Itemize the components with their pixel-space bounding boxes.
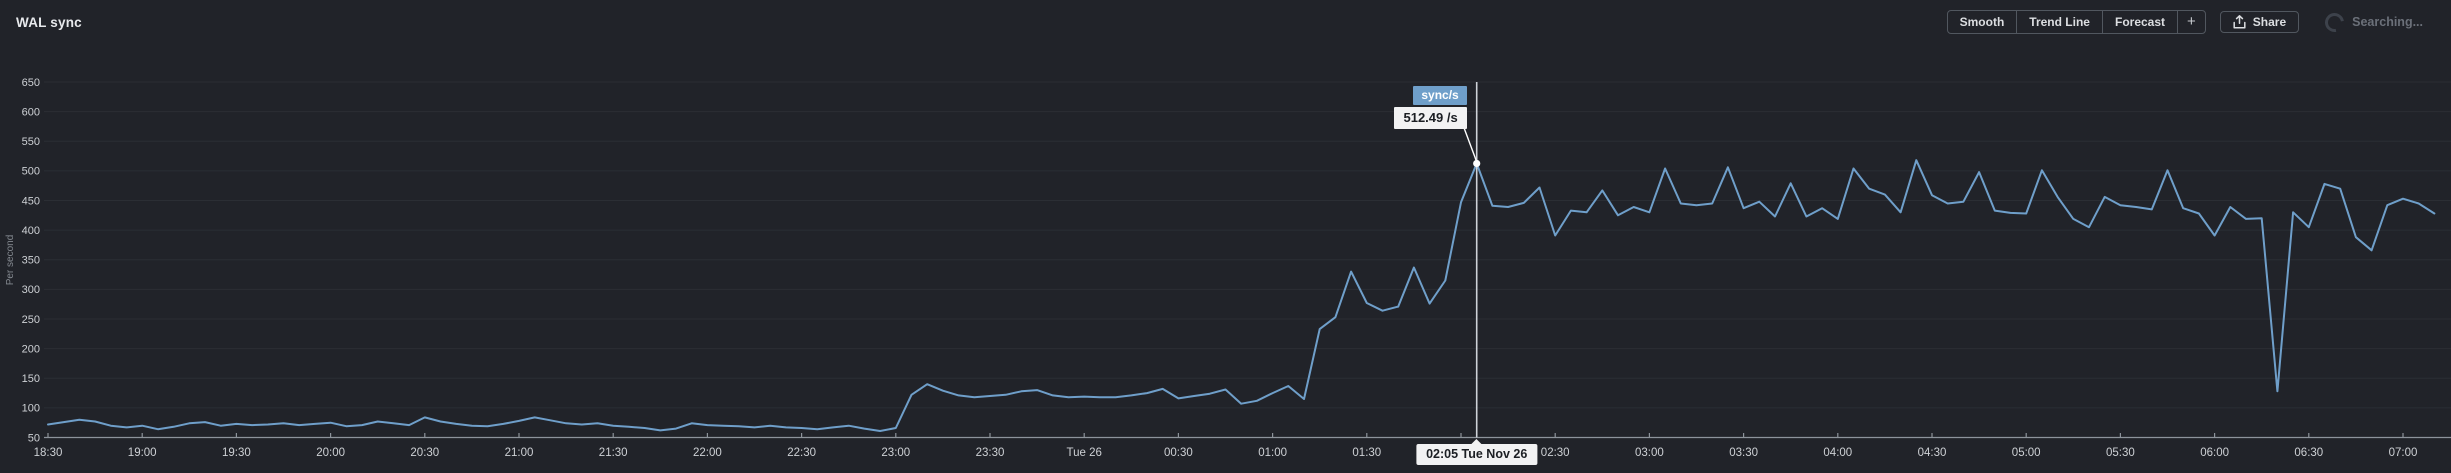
svg-text:400: 400 (22, 225, 40, 237)
svg-text:19:00: 19:00 (128, 447, 157, 459)
chart-header: WAL sync Smooth Trend Line Forecast + Sh… (0, 0, 2451, 44)
svg-text:22:30: 22:30 (787, 447, 816, 459)
chart-tooltip: sync/s 512.49 /s (1394, 86, 1467, 129)
svg-text:450: 450 (22, 195, 40, 207)
svg-text:23:30: 23:30 (976, 447, 1005, 459)
svg-text:07:00: 07:00 (2389, 447, 2418, 459)
svg-text:21:30: 21:30 (599, 447, 628, 459)
add-button[interactable]: + (2177, 11, 2205, 33)
share-icon (2233, 15, 2246, 29)
svg-text:200: 200 (22, 343, 40, 355)
chart-tools-group: Smooth Trend Line Forecast + (1946, 10, 2206, 34)
svg-text:19:30: 19:30 (222, 447, 251, 459)
svg-text:01:30: 01:30 (1352, 447, 1381, 459)
svg-text:20:00: 20:00 (316, 447, 345, 459)
tooltip-series-chip: sync/s (1413, 86, 1467, 105)
svg-text:05:30: 05:30 (2106, 447, 2135, 459)
svg-text:06:00: 06:00 (2200, 447, 2229, 459)
share-button-label: Share (2252, 15, 2287, 29)
svg-text:18:30: 18:30 (34, 447, 63, 459)
searching-status: Searching... (2321, 8, 2423, 36)
svg-text:06:30: 06:30 (2294, 447, 2323, 459)
svg-text:500: 500 (22, 166, 40, 178)
svg-text:550: 550 (22, 136, 40, 148)
forecast-button[interactable]: Forecast (2101, 11, 2177, 33)
svg-text:01:00: 01:00 (1258, 447, 1287, 459)
svg-text:600: 600 (22, 106, 40, 118)
svg-text:150: 150 (22, 373, 40, 385)
chart-controls: Smooth Trend Line Forecast + Share Searc… (1946, 8, 2423, 36)
searching-label: Searching... (2352, 15, 2423, 29)
trend-line-button[interactable]: Trend Line (2016, 11, 2102, 33)
svg-text:03:00: 03:00 (1635, 447, 1664, 459)
chart-title: WAL sync (16, 14, 82, 30)
svg-text:50: 50 (28, 432, 40, 444)
svg-text:23:00: 23:00 (881, 447, 910, 459)
svg-text:350: 350 (22, 255, 40, 267)
svg-text:Per second: Per second (5, 235, 16, 286)
svg-text:00:30: 00:30 (1164, 447, 1193, 459)
share-button[interactable]: Share (2219, 11, 2300, 33)
svg-text:02:30: 02:30 (1541, 447, 1570, 459)
svg-text:04:30: 04:30 (1918, 447, 1947, 459)
svg-text:22:00: 22:00 (693, 447, 722, 459)
smooth-button[interactable]: Smooth (1948, 11, 2017, 33)
svg-text:100: 100 (22, 403, 40, 415)
svg-text:03:30: 03:30 (1729, 447, 1758, 459)
svg-text:05:00: 05:00 (2012, 447, 2041, 459)
svg-text:300: 300 (22, 284, 40, 296)
svg-text:650: 650 (22, 77, 40, 89)
svg-text:20:30: 20:30 (410, 447, 439, 459)
svg-text:250: 250 (22, 314, 40, 326)
svg-text:Tue 26: Tue 26 (1067, 447, 1102, 459)
crosshair-date-chip: 02:05 Tue Nov 26 (1416, 439, 1538, 465)
tooltip-value-chip: 512.49 /s (1394, 107, 1467, 129)
svg-text:04:00: 04:00 (1823, 447, 1852, 459)
svg-text:21:00: 21:00 (505, 447, 534, 459)
spinner-icon (2321, 8, 2348, 36)
